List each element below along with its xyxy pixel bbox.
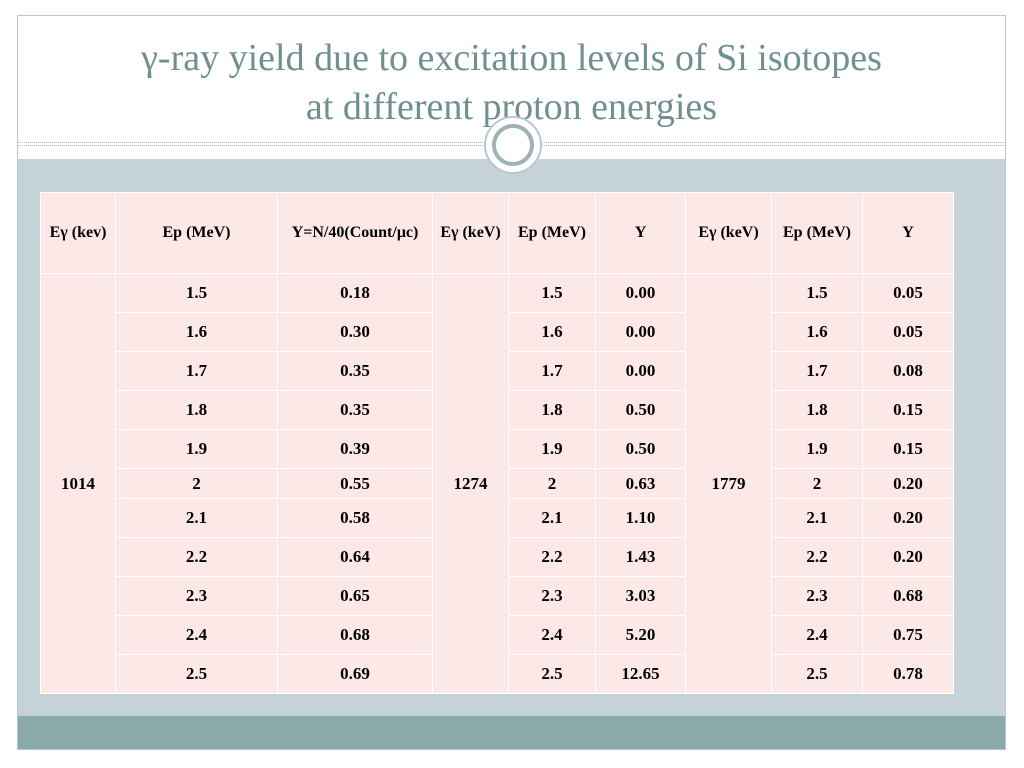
yield-cell: 0.00 xyxy=(595,312,686,352)
energy-level-cell: 1014 xyxy=(40,273,116,694)
yield-cell: 0.15 xyxy=(862,390,954,430)
yield-cell: 0.75 xyxy=(862,615,954,655)
table-body: 1014 1.5 0.18 1274 1.5 0.00 1779 1.5 0.05 1.6 0.30… xyxy=(40,273,954,694)
proton-energy-cell: 1.5 xyxy=(115,273,278,313)
header-cell: Ep (MeV) xyxy=(771,192,863,274)
yield-cell: 0.05 xyxy=(862,312,954,352)
slide-title: γ-ray yield due to excitation levels of … xyxy=(18,16,1005,132)
proton-energy-cell: 2.3 xyxy=(115,576,278,616)
proton-energy-cell: 2.2 xyxy=(771,537,863,577)
header-cell: Ep (MeV) xyxy=(508,192,596,274)
header-cell: Eγ (keV) xyxy=(432,192,509,274)
proton-energy-cell: 1.9 xyxy=(771,429,863,469)
proton-energy-cell: 2.4 xyxy=(508,615,596,655)
proton-energy-cell: 1.7 xyxy=(771,351,863,391)
proton-energy-cell: 2.5 xyxy=(115,654,278,694)
yield-cell: 0.00 xyxy=(595,273,686,313)
proton-energy-cell: 2 xyxy=(508,468,596,499)
yield-cell: 0.68 xyxy=(862,576,954,616)
data-table: Eγ (kev) Ep (MeV) Y=N/40(Count/μc) Eγ (k… xyxy=(40,192,954,694)
yield-cell: 0.69 xyxy=(277,654,433,694)
ring-ornament xyxy=(484,116,542,174)
table-row: 1.6 0.30 1.6 0.00 1.6 0.05 xyxy=(41,312,954,352)
header-cell: Y xyxy=(862,192,954,274)
title-box: γ-ray yield due to excitation levels of … xyxy=(18,16,1005,142)
proton-energy-cell: 1.5 xyxy=(771,273,863,313)
yield-cell: 0.65 xyxy=(277,576,433,616)
proton-energy-cell: 1.7 xyxy=(508,351,596,391)
header-cell: Y=N/40(Count/μc) xyxy=(277,192,433,274)
yield-cell: 0.20 xyxy=(862,498,954,538)
proton-energy-cell: 1.8 xyxy=(771,390,863,430)
proton-energy-cell: 1.6 xyxy=(115,312,278,352)
yield-cell: 0.50 xyxy=(595,429,686,469)
table-row: 1014 1.5 0.18 1274 1.5 0.00 1779 1.5 0.05 xyxy=(40,273,954,694)
table-row: 1.8 0.35 1.8 0.50 1.8 0.15 xyxy=(41,390,954,430)
header-cell: Ep (MeV) xyxy=(115,192,278,274)
proton-energy-cell: 2.1 xyxy=(508,498,596,538)
yield-cell: 0.20 xyxy=(862,537,954,577)
table-row: 2.4 0.68 2.4 5.20 2.4 0.75 xyxy=(41,615,954,655)
yield-cell: 0.39 xyxy=(277,429,433,469)
header-cell: Eγ (keV) xyxy=(685,192,772,274)
yield-cell: 0.78 xyxy=(862,654,954,694)
energy-level-cell: 1274 xyxy=(432,273,509,694)
title-line-1: γ-ray yield due to excitation levels of … xyxy=(141,37,882,79)
proton-energy-cell: 2.3 xyxy=(771,576,863,616)
yield-cell: 0.35 xyxy=(277,390,433,430)
yield-cell: 0.05 xyxy=(862,273,954,313)
energy-level-cell: 1779 xyxy=(685,273,772,694)
table-row: 1.7 0.35 1.7 0.00 1.7 0.08 xyxy=(41,351,954,391)
footer-bar xyxy=(18,716,1005,749)
yield-cell: 0.35 xyxy=(277,351,433,391)
yield-cell: 0.00 xyxy=(595,351,686,391)
proton-energy-cell: 1.6 xyxy=(508,312,596,352)
proton-energy-cell: 2.2 xyxy=(508,537,596,577)
header-cell: Y xyxy=(595,192,686,274)
yield-cell: 0.55 xyxy=(277,468,433,499)
proton-energy-cell: 1.8 xyxy=(508,390,596,430)
table-row: 2.3 0.65 2.3 3.03 2.3 0.68 xyxy=(41,576,954,616)
proton-energy-cell: 2.2 xyxy=(115,537,278,577)
yield-cell: 5.20 xyxy=(595,615,686,655)
proton-energy-cell: 1.6 xyxy=(771,312,863,352)
header-row: Eγ (kev) Ep (MeV) Y=N/40(Count/μc) Eγ (k… xyxy=(40,192,954,274)
yield-cell: 0.20 xyxy=(862,468,954,499)
table-row: 2.5 0.69 2.5 12.65 2.5 0.78 xyxy=(41,654,954,694)
yield-cell: 0.15 xyxy=(862,429,954,469)
table-row: 2.2 0.64 2.2 1.43 2.2 0.20 xyxy=(41,537,954,577)
content-panel: Eγ (kev) Ep (MeV) Y=N/40(Count/μc) Eγ (k… xyxy=(18,159,1005,716)
proton-energy-cell: 2.4 xyxy=(771,615,863,655)
yield-cell: 0.18 xyxy=(277,273,433,313)
header-cell: Eγ (kev) xyxy=(40,192,116,274)
slide: γ-ray yield due to excitation levels of … xyxy=(17,15,1006,750)
proton-energy-cell: 2.5 xyxy=(508,654,596,694)
table-row: 2.1 0.58 2.1 1.10 2.1 0.20 xyxy=(41,498,954,538)
proton-energy-cell: 2.5 xyxy=(771,654,863,694)
proton-energy-cell: 2.3 xyxy=(508,576,596,616)
proton-energy-cell: 2 xyxy=(771,468,863,499)
yield-cell: 3.03 xyxy=(595,576,686,616)
yield-cell: 12.65 xyxy=(595,654,686,694)
proton-energy-cell: 2.1 xyxy=(771,498,863,538)
yield-cell: 0.30 xyxy=(277,312,433,352)
yield-cell: 0.64 xyxy=(277,537,433,577)
yield-cell: 1.10 xyxy=(595,498,686,538)
proton-energy-cell: 1.7 xyxy=(115,351,278,391)
proton-energy-cell: 1.8 xyxy=(115,390,278,430)
yield-cell: 1.43 xyxy=(595,537,686,577)
yield-cell: 0.58 xyxy=(277,498,433,538)
proton-energy-cell: 1.9 xyxy=(115,429,278,469)
proton-energy-cell: 2.4 xyxy=(115,615,278,655)
yield-cell: 0.08 xyxy=(862,351,954,391)
yield-cell: 0.68 xyxy=(277,615,433,655)
yield-cell: 0.63 xyxy=(595,468,686,499)
proton-energy-cell: 1.5 xyxy=(508,273,596,313)
yield-cell: 0.50 xyxy=(595,390,686,430)
proton-energy-cell: 2 xyxy=(115,468,278,499)
table-row: 1.9 0.39 1.9 0.50 1.9 0.15 xyxy=(41,429,954,469)
proton-energy-cell: 1.9 xyxy=(508,429,596,469)
proton-energy-cell: 2.1 xyxy=(115,498,278,538)
